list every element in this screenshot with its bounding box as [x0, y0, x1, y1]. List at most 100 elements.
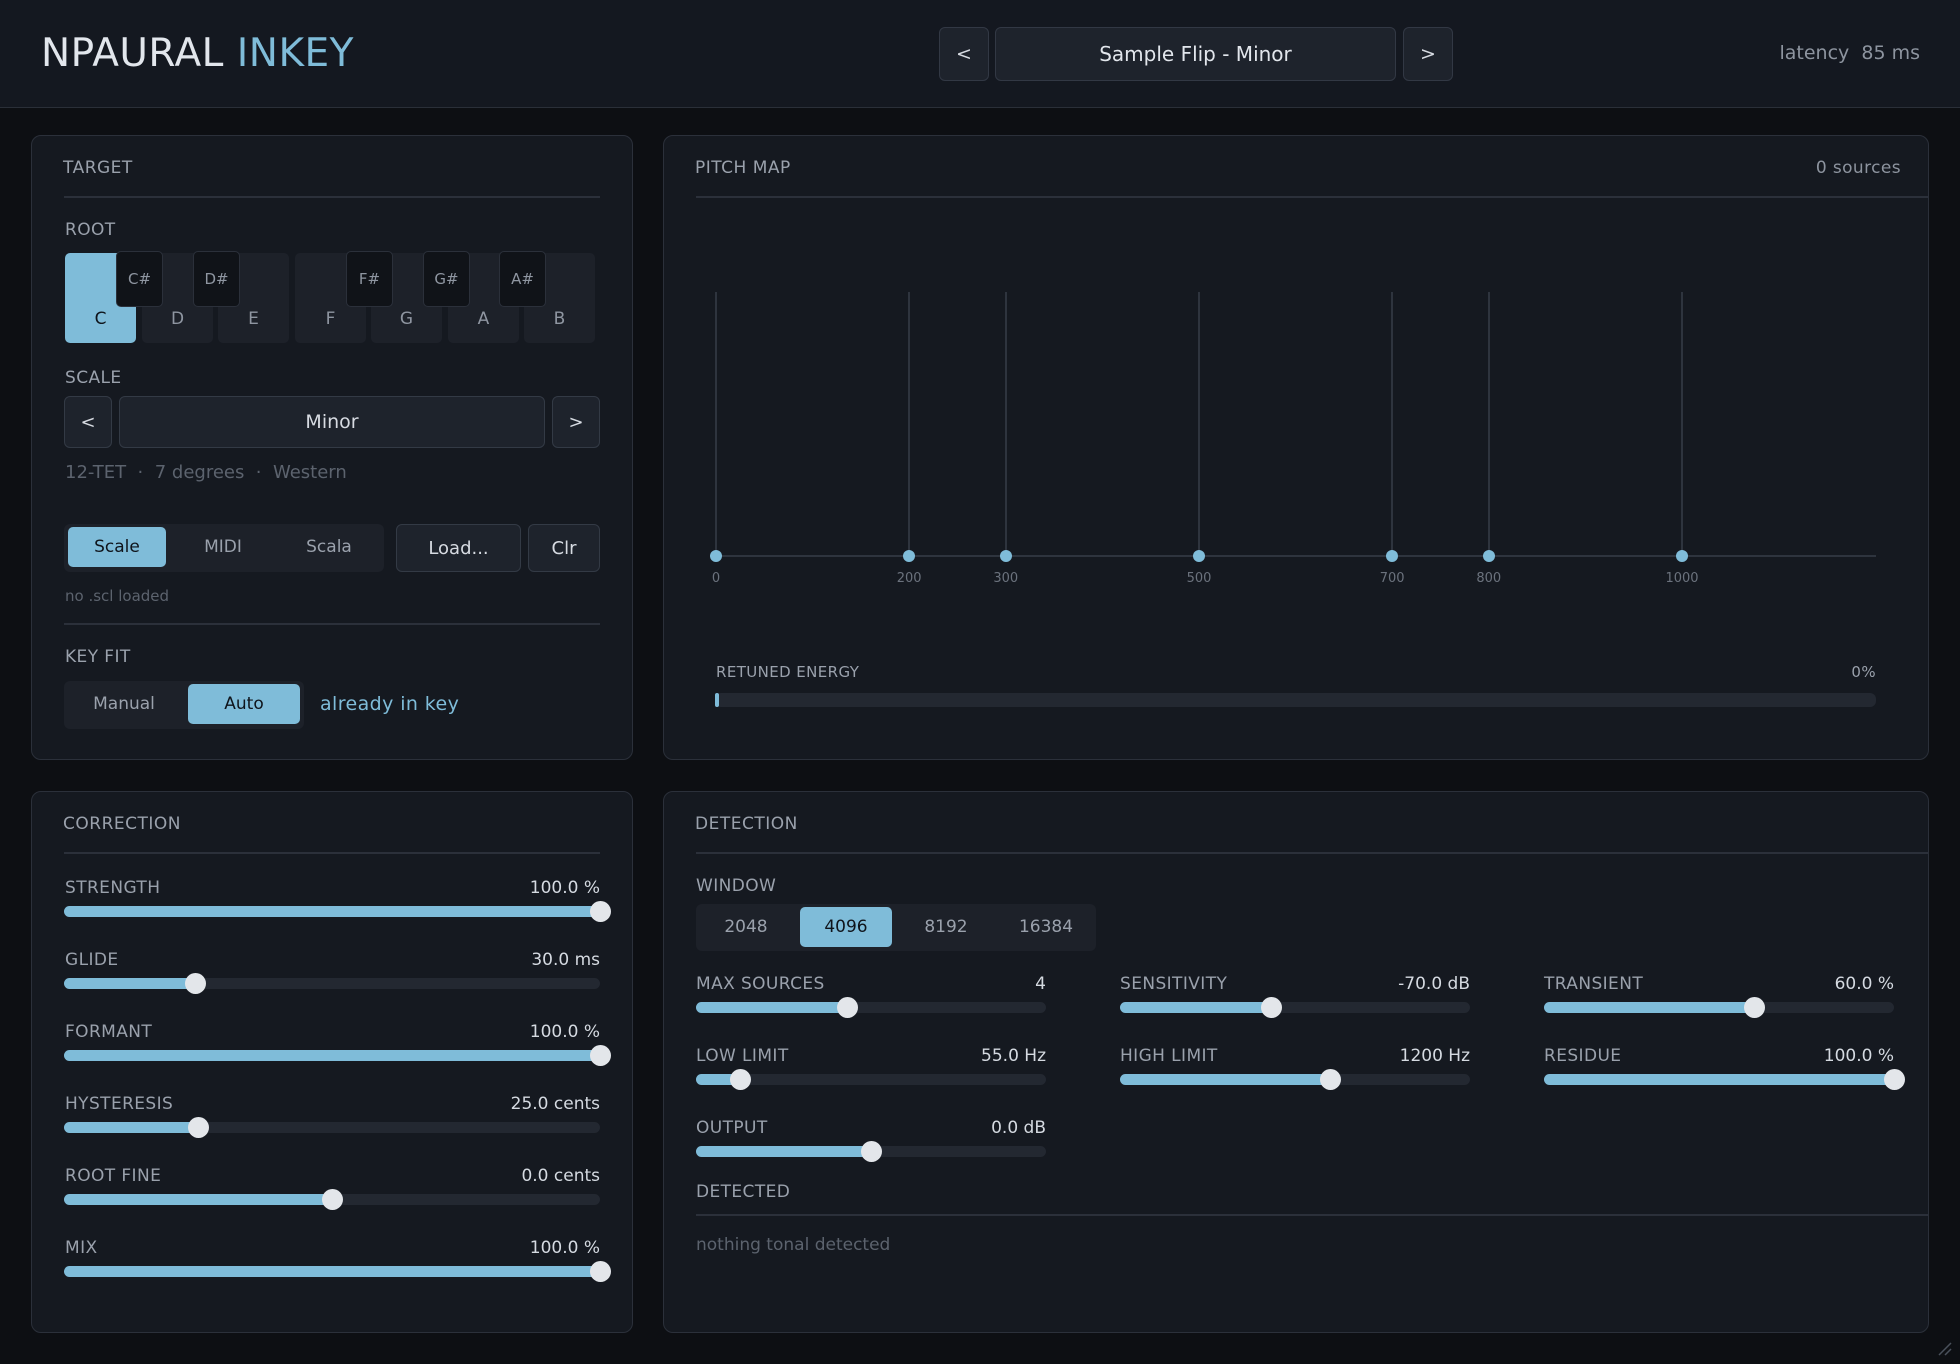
residue-slider-fill	[1544, 1074, 1894, 1085]
output-label: OUTPUT	[696, 1118, 768, 1138]
transient-slider-thumb[interactable]	[1744, 997, 1765, 1018]
mix-slider-thumb[interactable]	[590, 1261, 611, 1282]
target-title: TARGET	[63, 158, 133, 178]
glide-value: 30.0 ms	[531, 950, 600, 970]
window-8192[interactable]: 8192	[924, 917, 968, 937]
root-fine-slider[interactable]	[64, 1189, 600, 1210]
strength-slider-fill	[64, 906, 600, 917]
root-key-d-sharp[interactable]: D#	[193, 251, 240, 307]
glide-slider[interactable]	[64, 973, 600, 994]
glide-slider-thumb[interactable]	[185, 973, 207, 994]
max-sources-slider-fill	[696, 1002, 847, 1013]
max-sources-slider-thumb[interactable]	[836, 997, 858, 1018]
output-value: 0.0 dB	[991, 1118, 1046, 1138]
preset-prev-button[interactable]: <	[939, 27, 989, 81]
latency-value: 85 ms	[1861, 42, 1920, 64]
root-key-c-sharp[interactable]: C#	[116, 251, 163, 307]
root-key-f-sharp[interactable]: F#	[346, 251, 393, 307]
detected-label: DETECTED	[696, 1182, 791, 1202]
pitch-map-degree-dot	[710, 550, 722, 562]
pitch-map-stem	[1198, 292, 1200, 556]
window-2048[interactable]: 2048	[724, 917, 768, 937]
sensitivity-label: SENSITIVITY	[1120, 974, 1228, 994]
target-source-segmented: Scale MIDI Scala	[64, 524, 384, 572]
sensitivity-slider[interactable]	[1120, 997, 1470, 1018]
high-limit-slider-thumb[interactable]	[1320, 1069, 1341, 1090]
root-key-a-sharp[interactable]: A#	[499, 251, 546, 307]
correction-panel: CORRECTION STRENGTH 100.0 % GLIDE 30.0 m…	[31, 791, 633, 1333]
scale-prev-button[interactable]: <	[64, 396, 112, 448]
max-sources-label: MAX SOURCES	[696, 974, 825, 994]
formant-label: FORMANT	[65, 1022, 153, 1042]
source-tab-midi[interactable]: MIDI	[204, 537, 242, 557]
keyfit-auto[interactable]: Auto	[188, 684, 300, 724]
pitch-map-degree-dot	[1386, 550, 1399, 562]
strength-slider-thumb[interactable]	[590, 901, 611, 922]
mix-slider[interactable]	[64, 1261, 611, 1282]
detection-title: DETECTION	[695, 814, 798, 834]
target-divider	[64, 196, 600, 198]
low-limit-slider[interactable]	[696, 1069, 1046, 1090]
hysteresis-slider[interactable]	[64, 1117, 600, 1138]
load-scala-button[interactable]: Load...	[396, 524, 521, 572]
root-key-g-sharp[interactable]: G#	[423, 251, 470, 307]
residue-slider-thumb[interactable]	[1884, 1069, 1905, 1090]
residue-label: RESIDUE	[1544, 1046, 1622, 1066]
strength-label: STRENGTH	[65, 878, 161, 898]
window-16384[interactable]: 16384	[1018, 917, 1074, 937]
scale-info: 12-TET · 7 degrees · Western	[65, 462, 347, 483]
sensitivity-slider-thumb[interactable]	[1260, 997, 1282, 1018]
source-tab-scale[interactable]: Scale	[68, 527, 166, 567]
detection-divider	[696, 852, 1929, 854]
formant-value: 100.0 %	[529, 1022, 600, 1042]
pitch-map-tick-label: 700	[1379, 571, 1405, 586]
pitch-map-stem	[908, 292, 911, 556]
root-fine-slider-fill	[64, 1194, 332, 1205]
mix-slider-fill	[64, 1266, 600, 1277]
brand-name-primary: NPAURAL	[41, 31, 224, 76]
pitch-map-stem	[715, 292, 717, 556]
formant-slider[interactable]	[64, 1045, 611, 1066]
window-4096[interactable]: 4096	[800, 907, 892, 947]
pitch-map-degree-dot	[999, 550, 1012, 562]
preset-selector[interactable]: Sample Flip - Minor	[995, 27, 1396, 81]
max-sources-value: 4	[1035, 974, 1046, 994]
pitch-map-degree-dot	[1482, 550, 1495, 562]
strength-slider[interactable]	[64, 901, 611, 922]
transient-slider[interactable]	[1544, 997, 1894, 1018]
source-tab-scala[interactable]: Scala	[306, 537, 352, 557]
glide-label: GLIDE	[65, 950, 119, 970]
root-piano-keyboard: C D E F G A B C# D# F# G# A#	[65, 251, 599, 345]
high-limit-label: HIGH LIMIT	[1120, 1046, 1218, 1066]
low-limit-slider-thumb[interactable]	[729, 1069, 751, 1090]
sensitivity-slider-fill	[1120, 1002, 1271, 1013]
formant-slider-thumb[interactable]	[590, 1045, 611, 1066]
clear-scala-button[interactable]: Clr	[528, 524, 600, 572]
root-fine-label: ROOT FINE	[65, 1166, 162, 1186]
brand-name-secondary: INKEY	[236, 31, 354, 76]
retuned-energy-value: 0%	[1851, 663, 1876, 681]
mix-label: MIX	[65, 1238, 98, 1258]
pitch-map-title: PITCH MAP	[695, 158, 791, 178]
pitch-map-degree-dot	[1676, 550, 1688, 562]
preset-next-button[interactable]: >	[1403, 27, 1453, 81]
transient-value: 60.0 %	[1834, 974, 1894, 994]
keyfit-manual[interactable]: Manual	[93, 694, 155, 714]
header-bar: NPAURAL INKEY < Sample Flip - Minor > la…	[0, 0, 1960, 108]
root-fine-slider-thumb[interactable]	[322, 1189, 343, 1210]
formant-slider-fill	[64, 1050, 600, 1061]
output-slider-thumb[interactable]	[861, 1141, 882, 1162]
low-limit-value: 55.0 Hz	[981, 1046, 1046, 1066]
max-sources-slider[interactable]	[696, 997, 1046, 1018]
high-limit-slider[interactable]	[1120, 1069, 1470, 1090]
residue-slider[interactable]	[1544, 1069, 1905, 1090]
output-slider[interactable]	[696, 1141, 1046, 1162]
app-logo: NPAURAL INKEY	[41, 31, 354, 76]
pitch-map-baseline	[715, 555, 1876, 557]
root-label: ROOT	[65, 220, 116, 240]
scale-selector[interactable]: Minor	[119, 396, 545, 448]
resize-grip-icon[interactable]	[1934, 1338, 1952, 1356]
pitch-map-stem	[1004, 292, 1007, 556]
hysteresis-slider-thumb[interactable]	[188, 1117, 209, 1138]
scale-next-button[interactable]: >	[552, 396, 600, 448]
